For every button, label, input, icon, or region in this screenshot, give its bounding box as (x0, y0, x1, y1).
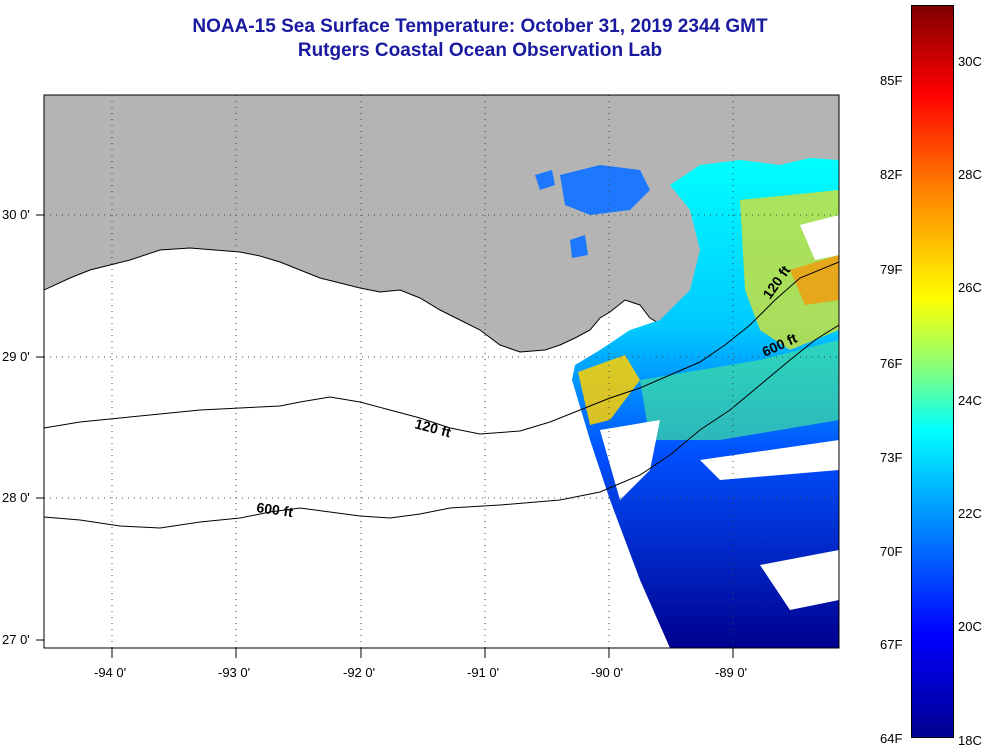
sst-blob (570, 235, 588, 258)
map-subtitle: Rutgers Coastal Ocean Observation Lab (297, 40, 663, 61)
lat-label-30: 30 0' (2, 207, 30, 222)
map-title: NOAA-15 Sea Surface Temperature: October… (192, 16, 768, 37)
colorbar-f-label: 82F (880, 167, 903, 182)
lat-label-27: 27 0' (2, 632, 30, 647)
colorbar-f-label: 70F (880, 544, 903, 559)
colorbar-f-label: 64F (880, 731, 903, 746)
colorbar-c-label: 30C (958, 54, 982, 69)
colorbar-c-label: 18C (958, 733, 982, 748)
lon-label-89: -89 0' (715, 665, 748, 680)
colorbar-c-label: 26C (958, 280, 982, 295)
colorbar-f-label: 73F (880, 450, 903, 465)
lon-label-94: -94 0' (94, 665, 127, 680)
lat-label-29: 29 0' (2, 349, 30, 364)
colorbar-f-label: 85F (880, 73, 903, 88)
lon-label-91: -91 0' (467, 665, 500, 680)
cloud-gap (760, 550, 839, 610)
isobath-120ft (44, 261, 839, 435)
lon-label-93: -93 0' (218, 665, 251, 680)
warm-patch (640, 340, 839, 440)
cloud-gap (800, 215, 839, 260)
colorbar-c-label: 24C (958, 393, 982, 408)
colorbar-c-label: 28C (958, 167, 982, 182)
map-frame (43, 94, 840, 649)
lon-label-90: -90 0' (591, 665, 624, 680)
colorbar-c-label: 20C (958, 619, 982, 634)
axis-ticks (36, 214, 734, 658)
lon-label-92: -92 0' (343, 665, 376, 680)
colorbar-f-label: 76F (880, 356, 903, 371)
colorbar-f-label: 67F (880, 637, 903, 652)
colorbar-f-label: 79F (880, 262, 903, 277)
temperature-colorbar (911, 5, 954, 738)
graticule (44, 95, 839, 648)
cloud-gap (600, 420, 660, 500)
isobath-label-600-west: 600 ft (256, 499, 295, 520)
sst-blob (560, 165, 650, 215)
lat-label-28: 28 0' (2, 490, 30, 505)
sst-blob (535, 170, 555, 190)
colorbar-c-label: 22C (958, 506, 982, 521)
cloud-gap (700, 440, 839, 480)
isobath-600ft (44, 324, 839, 529)
